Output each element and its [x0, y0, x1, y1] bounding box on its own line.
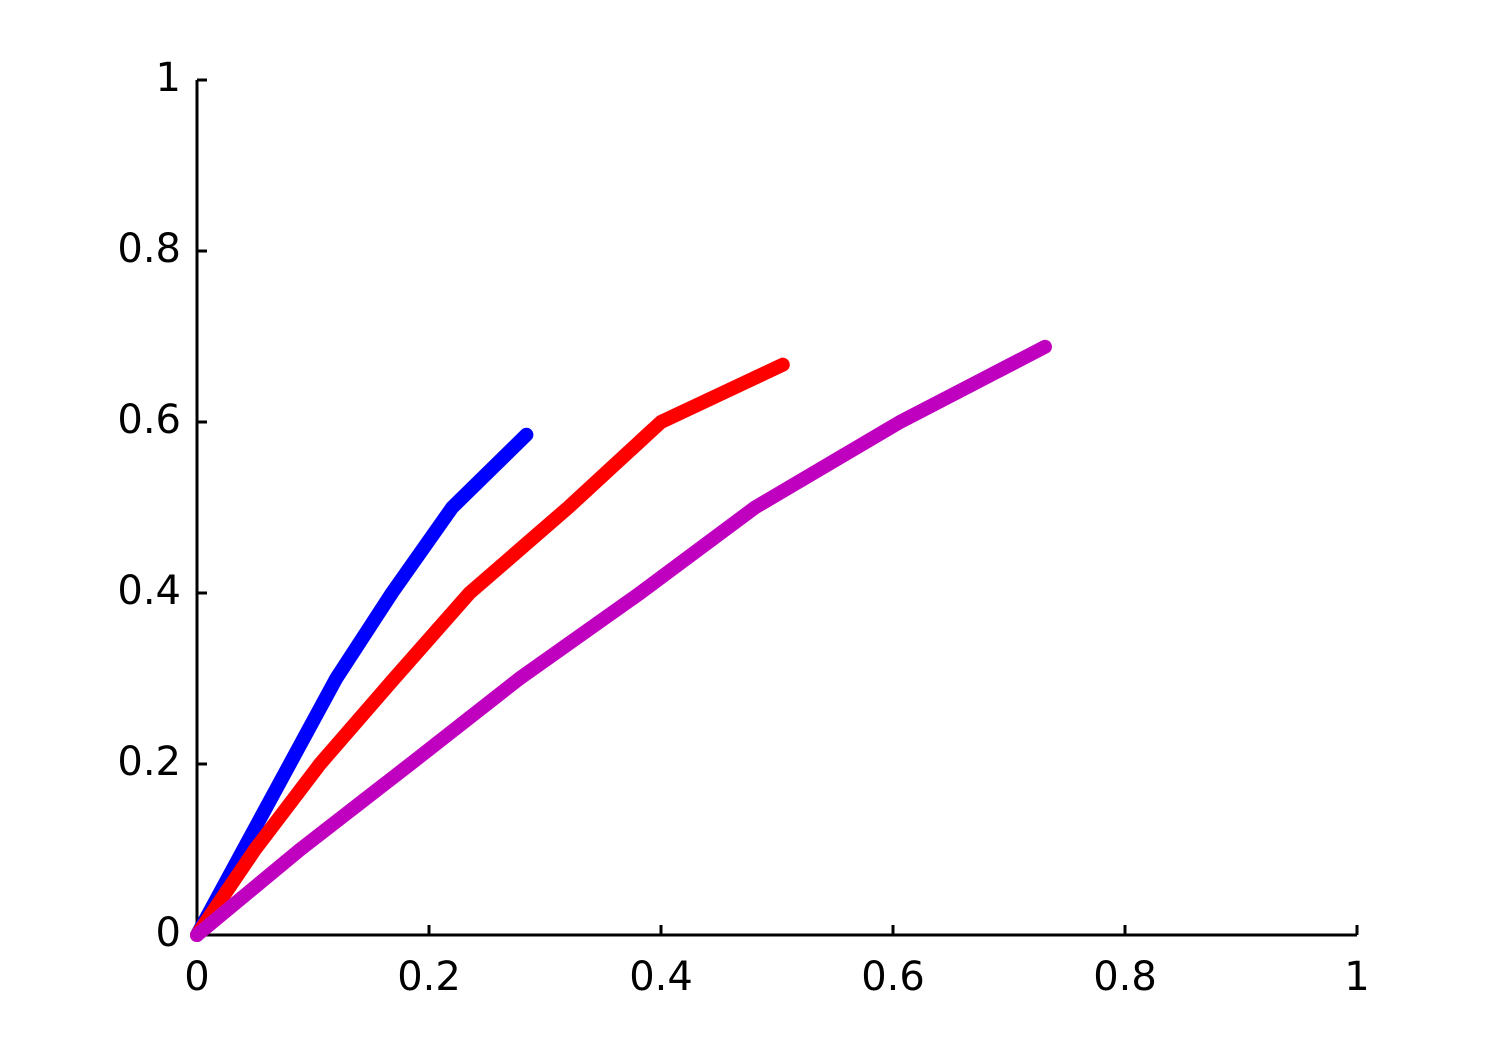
x-tick-label: 0.8: [1093, 954, 1157, 1000]
y-tick-label: 1: [156, 55, 181, 101]
data-line: [190, 357, 790, 942]
data-line: [190, 427, 534, 942]
x-tick-label: 1: [1344, 954, 1369, 1000]
x-tick-label: 0.2: [397, 954, 461, 1000]
y-tick-label: 0: [156, 910, 181, 956]
x-tick-label: 0: [184, 954, 209, 1000]
data-line: [190, 339, 1052, 942]
x-tick-label: 0.6: [861, 954, 925, 1000]
y-tick-label: 0.2: [117, 739, 181, 785]
y-tick-label: 0.8: [117, 226, 181, 272]
y-tick-label: 0.4: [117, 568, 181, 614]
y-tick-label: 0.6: [117, 397, 181, 443]
x-tick-label: 0.4: [629, 954, 693, 1000]
